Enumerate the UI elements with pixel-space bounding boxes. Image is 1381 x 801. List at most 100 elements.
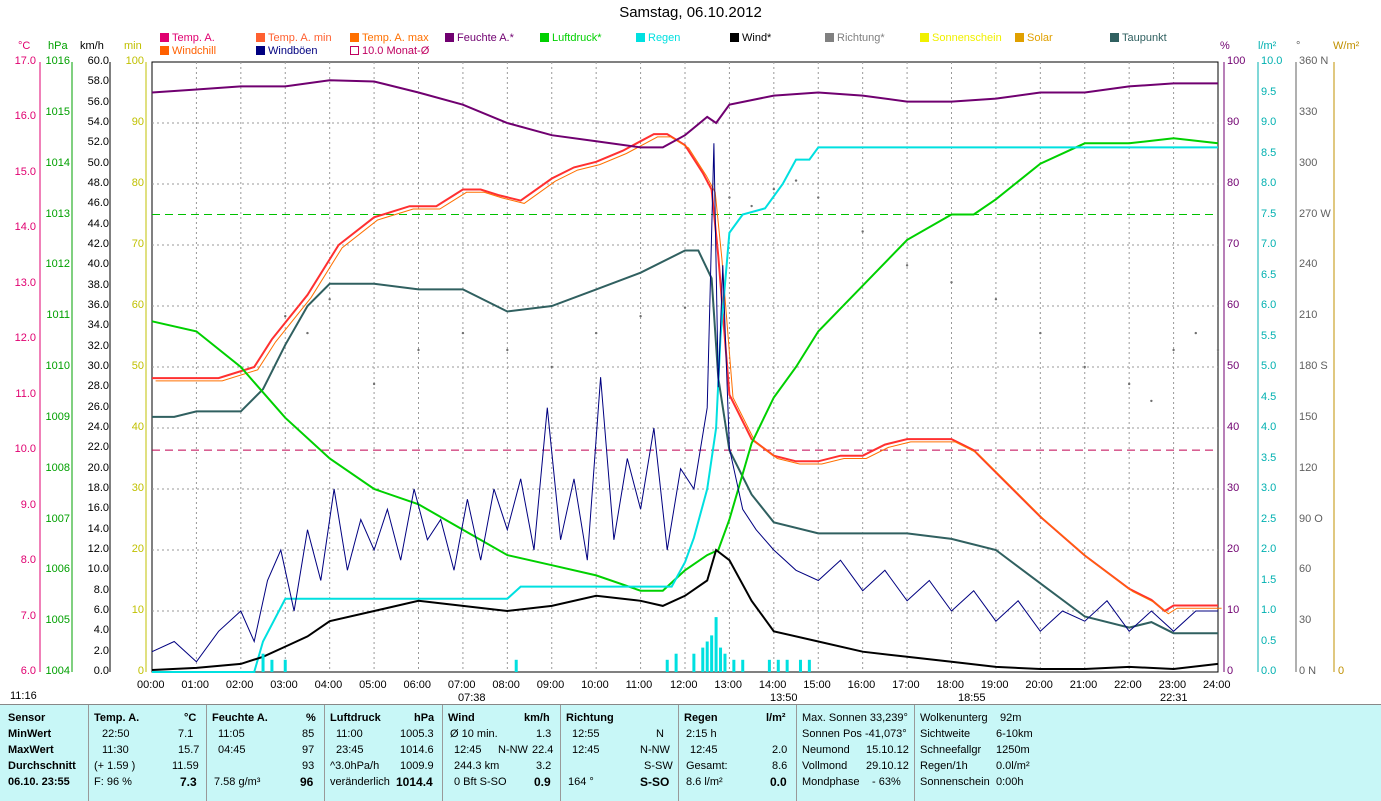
x-tick-label: 00:00 <box>137 679 165 691</box>
x-tick-label: 08:00 <box>492 679 520 691</box>
legend-label: Taupunkt <box>1122 32 1167 44</box>
direction-col: Richtung 12:55 N 12:45 N-NW S-SW 164 ° S… <box>560 705 679 801</box>
series-temp-a- <box>152 133 1218 613</box>
tick-label: 6.0 <box>20 665 36 677</box>
x-tick-label: 18:00 <box>936 679 965 691</box>
tick-label: 52.0 <box>87 136 109 149</box>
direction-point <box>306 331 309 335</box>
direction-point <box>594 331 598 335</box>
legend-item: Windböen <box>256 45 318 57</box>
tick-label: 60 <box>1227 299 1240 311</box>
tick-label: 8.0 <box>1261 177 1277 189</box>
rain-bar <box>705 641 709 672</box>
legend-label: Luftdruck* <box>552 32 602 44</box>
direction-point <box>639 314 642 318</box>
x-tick-label: 22:00 <box>1114 679 1142 691</box>
tick-label: 1014 <box>45 156 70 169</box>
tick-label: 90 <box>131 116 144 128</box>
tick-label: 20.0 <box>87 461 109 474</box>
tick-label: 0 <box>1338 665 1345 677</box>
tick-label: 4.5 <box>1261 390 1277 403</box>
tick-label: 2.5 <box>1261 512 1277 525</box>
x-tick-label: 11:00 <box>625 679 653 691</box>
legend-label: Feuchte A.* <box>457 32 514 44</box>
tick-label: 16.0 <box>14 110 36 123</box>
direction-point <box>817 196 820 199</box>
direction-point <box>1216 348 1220 352</box>
tick-label: 100 <box>125 55 144 67</box>
tick-label: 0.5 <box>1261 634 1277 647</box>
legend-swatch <box>350 33 359 42</box>
tick-label: 30.0 <box>87 360 109 372</box>
wind-col: Wind km/h Ø 10 min. 1.3 12:45 N-NW 22.4 … <box>442 705 561 801</box>
rain-bar <box>270 659 274 672</box>
tick-label: 5.5 <box>1261 329 1277 342</box>
tick-label: 50 <box>1227 360 1240 372</box>
legend-label: Windchill <box>172 45 217 57</box>
axis-unit: ° <box>1296 40 1301 52</box>
tick-label: 70 <box>1227 238 1240 250</box>
pressure-col: Luftdruck hPa 11:00 1005.3 23:45 1014.6 … <box>324 705 443 801</box>
tick-label: 90 <box>1227 116 1240 128</box>
tick-label: 10 <box>131 604 144 616</box>
legend-swatch <box>445 33 454 42</box>
legend-swatch <box>920 33 929 42</box>
tick-label: 8.0 <box>20 554 36 567</box>
tick-label: 40.0 <box>87 258 109 271</box>
legend-swatch <box>1015 33 1024 42</box>
legend-swatch <box>160 46 169 55</box>
legend-swatch <box>540 33 549 42</box>
moon-label: 22:31 <box>1160 692 1188 704</box>
x-tick-label: 13:00 <box>714 679 742 691</box>
tick-label: 1015 <box>45 105 70 118</box>
tick-label: 0.0 <box>93 665 109 677</box>
tick-label: 40 <box>1227 421 1240 433</box>
legend-label: Temp. A. max <box>362 32 429 44</box>
tick-label: 15.0 <box>14 165 36 178</box>
x-tick-label: 02:00 <box>225 679 254 691</box>
temp-col: Temp. A. °C 22:50 7.1 11:30 15.7 (+ 1.59… <box>88 705 207 801</box>
tick-label: 5.0 <box>1261 360 1277 372</box>
tick-label: 18.0 <box>87 482 109 494</box>
rain-bar <box>701 647 705 672</box>
tick-label: 32.0 <box>87 339 109 352</box>
legend-label: Regen <box>648 32 681 44</box>
legend-label: Solar <box>1027 32 1053 44</box>
summary-panel: Sensor MinWert MaxWert Durchschnitt 06.1… <box>0 704 1381 801</box>
rain-bar <box>719 647 723 672</box>
series-wind- <box>151 548 1219 671</box>
axis-unit: km/h <box>80 40 104 52</box>
tick-label: 180 S <box>1299 360 1328 372</box>
tick-label: 1008 <box>45 461 70 474</box>
tick-label: 48.0 <box>87 177 109 189</box>
tick-label: 1007 <box>45 512 70 525</box>
tick-label: 22.0 <box>87 441 109 454</box>
rain-col: Regen l/m² 2:15 h 12:45 2.0 Gesamt: 8.6 … <box>678 705 797 801</box>
tick-label: 10 <box>1227 604 1240 616</box>
tick-label: 1011 <box>46 309 70 322</box>
x-tick-label: 07:00 <box>447 679 476 691</box>
tick-label: 9.0 <box>1261 116 1277 128</box>
tick-label: 0 N <box>1299 665 1317 677</box>
humidity-col: Feuchte A. % 11:05 85 04:45 97 93 7.58 g… <box>206 705 325 801</box>
direction-point <box>1083 365 1086 369</box>
axis-unit: % <box>1220 40 1230 52</box>
x-tick-label: 09:00 <box>536 679 565 691</box>
tick-label: 20 <box>131 543 144 555</box>
series-luftdruck- <box>151 137 1219 592</box>
direction-point <box>1127 382 1131 386</box>
legend-item: Temp. A. min <box>256 32 332 44</box>
tick-label: 8.0 <box>93 583 109 596</box>
tick-label: 34.0 <box>87 319 109 332</box>
tick-label: 56.0 <box>87 95 109 108</box>
legend-swatch <box>1110 33 1119 42</box>
legend-swatch <box>825 33 834 42</box>
tick-label: 36.0 <box>87 299 109 311</box>
tick-label: 3.5 <box>1261 451 1277 464</box>
legend-item: Temp. A. max <box>350 32 429 44</box>
legend-item: Solar <box>1015 32 1053 44</box>
x-tick-label: 12:00 <box>670 679 698 691</box>
direction-point <box>728 196 731 199</box>
direction-point <box>905 264 909 267</box>
legend-swatch <box>730 33 739 42</box>
